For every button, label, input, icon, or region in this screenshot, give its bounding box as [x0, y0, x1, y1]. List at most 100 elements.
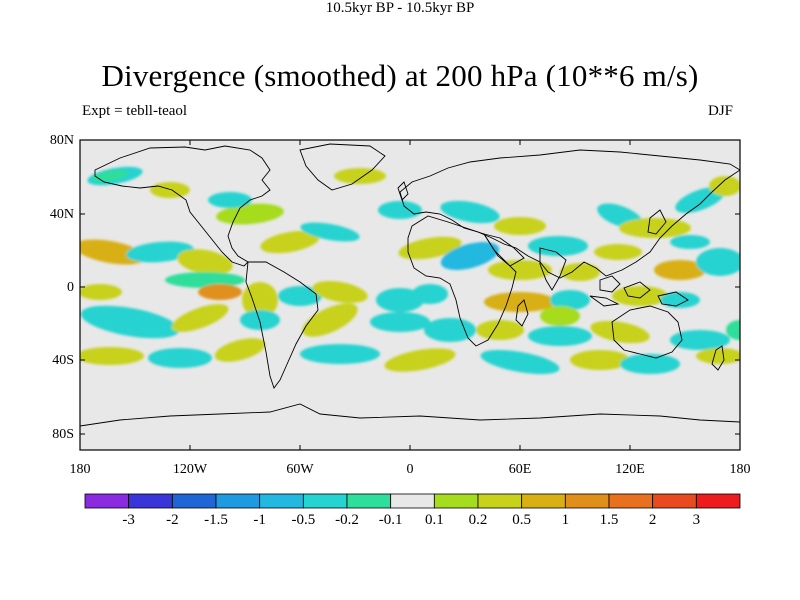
colorbar-label: 0.1 [424, 512, 444, 528]
divergence-blob [560, 263, 600, 281]
coastlines [80, 143, 740, 427]
divergence-blob [312, 281, 368, 303]
lat-label-0: 0 [67, 280, 74, 295]
divergence-blob [440, 200, 500, 224]
colorbar-label: -1 [253, 512, 266, 528]
colorbar-label: 0.5 [512, 512, 532, 528]
colorbar-swatch [302, 493, 348, 509]
divergence-blob [620, 354, 680, 374]
lon-label-60w: 60W [286, 462, 314, 477]
lon-label-120e: 120E [615, 462, 645, 477]
colorbar-swatch [128, 493, 173, 509]
divergence-blob [494, 217, 546, 235]
divergence-blob [398, 236, 462, 260]
divergence-blob [177, 249, 233, 275]
divergence-blob [654, 260, 706, 280]
divergence-blob [302, 303, 358, 337]
divergence-blob [165, 272, 245, 288]
lon-label-0: 0 [406, 462, 414, 477]
divergence-blob [528, 326, 592, 346]
divergence-blob [412, 284, 448, 304]
colorbar-label: 0.2 [468, 512, 488, 528]
colorbar-label: -1.5 [204, 512, 228, 528]
divergence-blob [619, 218, 691, 238]
colorbar-label: 1.5 [599, 512, 619, 528]
colorbar-label: -0.1 [378, 512, 403, 528]
divergence-blob [540, 306, 580, 326]
divergence-blob [675, 187, 725, 213]
divergence-blob [300, 344, 380, 364]
colorbar-swatch [695, 493, 741, 509]
divergence-blob [240, 310, 280, 330]
divergence-blob [384, 348, 456, 372]
divergence-blob [670, 330, 730, 350]
map-title: Divergence (smoothed) at 200 hPa (10**6 … [101, 58, 699, 93]
divergence-blob [198, 284, 242, 300]
divergence-blob [570, 350, 630, 370]
season-label: DJF [708, 103, 734, 119]
colorbar-swatch [171, 493, 217, 509]
divergence-blob [216, 203, 284, 225]
divergence-blob [80, 347, 144, 365]
divergence-blob [92, 170, 128, 182]
divergence-blob [488, 260, 552, 280]
divergence-blob [424, 318, 476, 342]
divergence-field [80, 166, 740, 375]
divergence-blob [696, 348, 740, 364]
divergence-blob [148, 348, 212, 368]
divergence-blob [300, 222, 360, 242]
lat-label-80n: 80N [49, 133, 74, 148]
divergence-blob [660, 292, 700, 308]
colorbar [84, 493, 741, 509]
divergence-blob [370, 312, 430, 332]
divergence-blob [80, 305, 180, 339]
colorbar-swatch [346, 493, 392, 509]
lat-label-40n: 40N [49, 207, 74, 222]
divergence-blob [696, 248, 740, 276]
lon-label-180w: 180 [69, 462, 91, 477]
lon-label-180e: 180 [729, 462, 751, 477]
divergence-blob [242, 282, 278, 318]
divergence-blob [208, 192, 252, 208]
divergence-blob [214, 338, 266, 362]
divergence-blob [709, 176, 740, 196]
colorbar-swatch [521, 493, 566, 509]
divergence-blob [126, 241, 194, 263]
colorbar-swatch [652, 493, 697, 509]
divergence-blob [476, 320, 524, 340]
colorbar-swatch [608, 493, 654, 509]
divergence-blob [80, 239, 146, 265]
colorbar-swatch [259, 493, 304, 509]
lon-label-120w: 120W [172, 462, 208, 477]
colorbar-label: -3 [122, 512, 135, 528]
colorbar-label: 3 [692, 512, 701, 528]
divergence-blob [278, 286, 322, 306]
lat-label-80s: 80S [52, 427, 74, 442]
colorbar-swatch [215, 493, 261, 509]
divergence-blob [594, 244, 642, 260]
divergence-blob [550, 290, 590, 310]
colorbar-label: 1 [561, 512, 570, 528]
divergence-blob [528, 236, 588, 256]
colorbar-swatch [84, 493, 130, 509]
period-label: 10.5kyr BP - 10.5kyr BP [325, 0, 475, 16]
divergence-blob [171, 304, 229, 332]
divergence-blob [260, 230, 320, 254]
colorbar-label: -0.2 [335, 512, 359, 528]
divergence-blob [378, 201, 422, 219]
colorbar-swatch [433, 493, 479, 509]
lon-label-60e: 60E [508, 462, 532, 477]
lat-label-40s: 40S [52, 353, 74, 368]
colorbar-swatch [477, 493, 523, 509]
colorbar-label: -0.5 [291, 512, 316, 528]
divergence-blob [150, 182, 190, 198]
colorbar-label: 2 [648, 512, 657, 528]
colorbar-swatch [390, 493, 435, 509]
divergence-blob [480, 349, 560, 375]
divergence-blob [484, 292, 556, 312]
axis-ticks [79, 139, 741, 450]
colorbar-swatch [564, 493, 610, 509]
divergence-blob [334, 168, 386, 184]
divergence-blob [80, 284, 122, 300]
